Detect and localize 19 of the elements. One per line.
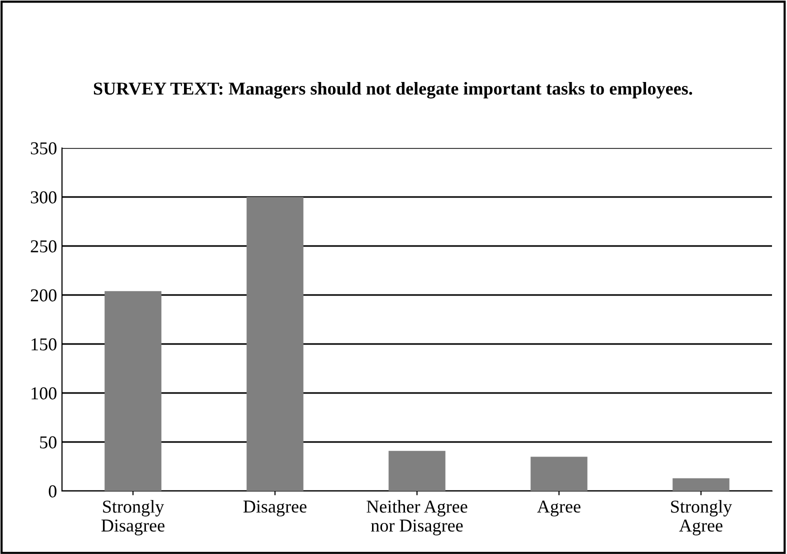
x-tick-label: Strongly Disagree — [101, 500, 164, 536]
y-tick-label: 350 — [30, 142, 56, 154]
x-tick-label: Strongly Agree — [671, 500, 732, 536]
x-tick-label: Neither Agree nor Disagree — [366, 500, 468, 536]
y-tick-label: 50 — [40, 436, 56, 448]
bar — [672, 478, 730, 491]
x-tick-label: Agree — [537, 500, 580, 516]
bar — [104, 291, 162, 491]
chart-title: SURVEY TEXT: Managers should not delegate important tasks to employees. — [94, 82, 692, 99]
bar — [530, 456, 588, 491]
y-tick-label: 300 — [30, 191, 56, 204]
bar — [388, 450, 446, 491]
bar — [246, 197, 304, 491]
y-tick-label: 200 — [30, 289, 56, 302]
y-tick-label: 250 — [30, 240, 56, 252]
x-tick-label: Disagree — [243, 500, 306, 516]
y-tick-label: 150 — [32, 338, 56, 350]
y-tick-label: 0 — [48, 485, 56, 498]
y-tick-label: 100 — [32, 387, 56, 400]
